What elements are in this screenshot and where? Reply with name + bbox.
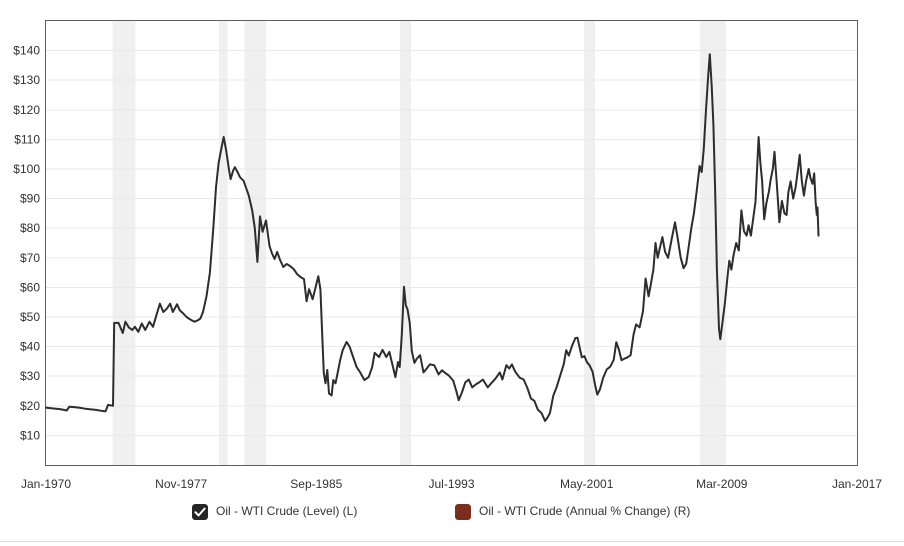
- y-axis-tick-label: $100: [13, 162, 40, 176]
- x-axis-tick-label: Jul-1993: [428, 477, 474, 491]
- y-axis-tick-label: $60: [20, 280, 40, 294]
- y-axis-tick-label: $120: [13, 103, 40, 117]
- recession-band: [219, 21, 228, 465]
- wti-level-line[interactable]: [45, 53, 820, 422]
- legend-label-annual-change: Oil - WTI Crude (Annual % Change) (R): [479, 504, 691, 518]
- checkbox-checked-icon[interactable]: [192, 503, 208, 520]
- plot-border: [45, 20, 858, 466]
- bottom-divider: [0, 541, 904, 542]
- y-axis-tick-label: $40: [20, 340, 40, 354]
- legend-item-annual-change[interactable]: Oil - WTI Crude (Annual % Change) (R): [455, 503, 690, 520]
- y-axis-tick-label: $20: [20, 399, 40, 413]
- y-axis-tick-label: $10: [20, 428, 40, 442]
- legend-item-level[interactable]: Oil - WTI Crude (Level) (L): [192, 503, 357, 520]
- x-axis-tick-label: Jan-2017: [832, 477, 882, 491]
- y-axis-tick-label: $30: [20, 369, 40, 383]
- recession-band: [400, 21, 411, 465]
- y-axis-tick-label: $80: [20, 221, 40, 235]
- y-axis-tick-label: $130: [13, 73, 40, 87]
- x-axis-tick-label: Nov-1977: [155, 477, 207, 491]
- y-axis-tick-label: $50: [20, 310, 40, 324]
- legend-label-level: Oil - WTI Crude (Level) (L): [216, 504, 358, 518]
- x-axis-tick-label: Sep-1985: [290, 477, 342, 491]
- recession-band: [584, 21, 595, 465]
- y-axis-tick-label: $140: [13, 44, 40, 58]
- y-axis-tick-label: $90: [20, 192, 40, 206]
- x-axis-tick-label: Mar-2009: [696, 477, 748, 491]
- legend-swatch-icon[interactable]: [455, 503, 471, 520]
- recession-band: [112, 21, 136, 465]
- recession-band: [700, 21, 727, 465]
- y-axis-tick-label: $70: [20, 251, 40, 265]
- y-axis-tick-label: $110: [14, 132, 40, 146]
- x-axis-tick-label: May-2001: [560, 477, 614, 491]
- x-axis-tick-label: Jan-1970: [21, 477, 71, 491]
- chart-legend: Oil - WTI Crude (Level) (L) Oil - WTI Cr…: [0, 503, 904, 523]
